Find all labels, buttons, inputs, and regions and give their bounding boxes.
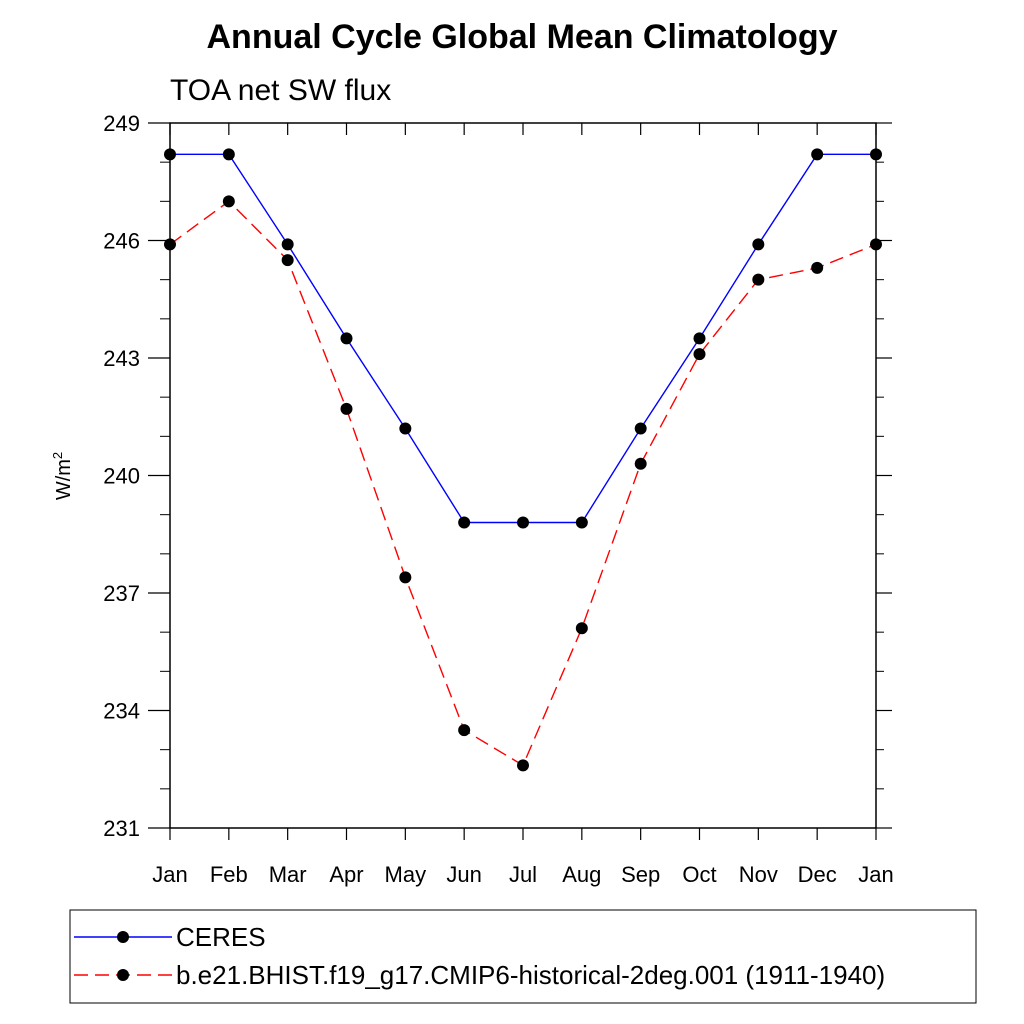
- legend-label-0: CERES: [176, 922, 266, 952]
- y-axis-label-base: W/m: [53, 459, 75, 500]
- legend-label-1: b.e21.BHIST.f19_g17.CMIP6-historical-2de…: [176, 960, 885, 990]
- series-0-point: [752, 238, 765, 251]
- series-1-point: [752, 273, 765, 286]
- x-tick-label: Oct: [682, 862, 716, 887]
- series-1-point: [811, 261, 824, 274]
- svg-text:W/m2: W/m2: [50, 452, 75, 500]
- series-0-point: [870, 148, 882, 161]
- series-0-point: [693, 332, 706, 345]
- series-1-point: [634, 457, 647, 470]
- series-1-point: [693, 348, 706, 361]
- axis-tick-labels: Jan Feb Mar Apr May Jun Jul Aug Sep Oct Nov Dec Jan 2…: [103, 111, 893, 887]
- series-1-point: [222, 195, 235, 208]
- series-0-point: [575, 516, 588, 529]
- series-1-point: [575, 622, 588, 635]
- series-1-point: [164, 238, 176, 251]
- y-axis-label-sup: 2: [50, 452, 65, 459]
- series-0-point: [634, 422, 647, 435]
- x-tick-label: Feb: [210, 862, 248, 887]
- y-tick-label: 249: [103, 111, 140, 136]
- series-0-point: [222, 148, 235, 161]
- chart-subtitle: TOA net SW flux: [170, 74, 391, 107]
- series-0-point: [281, 238, 294, 251]
- legend-marker-1: [117, 969, 129, 981]
- y-tick-label: 234: [103, 699, 140, 724]
- x-tick-label: Jan: [152, 862, 187, 887]
- series-1-point: [517, 759, 529, 772]
- legend: CERES b.e21.BHIST.f19_g17.CMIP6-historica…: [74, 922, 885, 990]
- axis-ticks: [148, 122, 892, 840]
- legend-marker-0: [117, 931, 129, 943]
- y-tick-label: 231: [103, 816, 140, 841]
- x-tick-label: Apr: [329, 862, 363, 887]
- series-markers: [164, 148, 882, 772]
- series-1-point: [399, 571, 412, 584]
- series-line-0: [170, 153, 876, 524]
- series-0-point: [517, 516, 529, 529]
- x-tick-label: Dec: [798, 862, 837, 887]
- y-axis-label: W/m2: [50, 452, 75, 500]
- series-0-point: [340, 332, 353, 345]
- series-1-point: [281, 254, 294, 267]
- x-tick-label: Aug: [562, 862, 601, 887]
- series-0-point: [399, 422, 412, 435]
- y-tick-label: 237: [103, 581, 140, 606]
- series-1-point: [458, 724, 471, 737]
- series-lines: [169, 153, 877, 767]
- y-tick-label: 246: [103, 229, 140, 254]
- series-0-point: [458, 516, 471, 529]
- chart-title: Annual Cycle Global Mean Climatology: [207, 18, 838, 56]
- x-tick-label: Nov: [739, 862, 778, 887]
- series-1-point: [870, 238, 882, 251]
- x-tick-label: Jan: [858, 862, 893, 887]
- x-tick-label: Mar: [269, 862, 307, 887]
- x-tick-label: Sep: [621, 862, 660, 887]
- y-tick-label: 243: [103, 346, 140, 371]
- series-0-point: [811, 148, 824, 161]
- x-tick-label: May: [385, 862, 427, 887]
- legend-box: [69, 909, 977, 1004]
- x-tick-label: Jul: [509, 862, 537, 887]
- series-line-1: [169, 200, 877, 767]
- y-tick-label: 240: [103, 464, 140, 489]
- x-tick-label: Jun: [446, 862, 481, 887]
- series-0-point: [164, 148, 176, 161]
- series-1-point: [340, 402, 353, 415]
- plot-area: [169, 122, 877, 829]
